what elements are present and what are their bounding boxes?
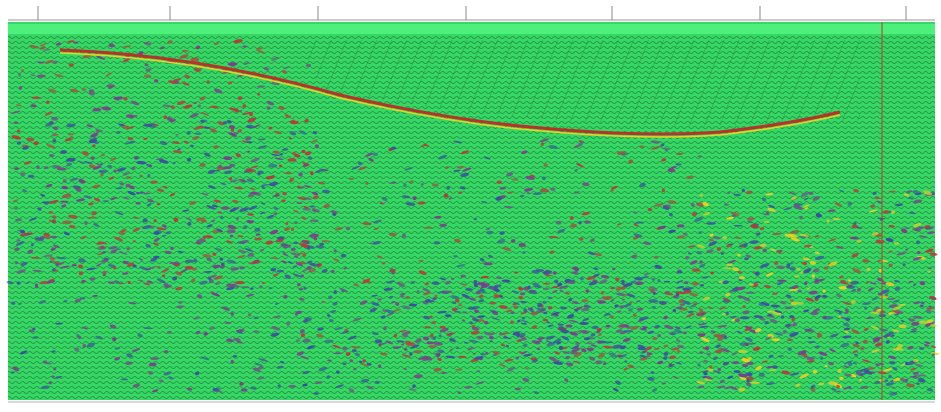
anomaly-speckle — [133, 240, 136, 242]
anomaly-speckle — [746, 292, 755, 294]
radargram-view — [0, 0, 941, 412]
anomaly-speckle — [543, 312, 547, 314]
anomaly-speckle — [150, 357, 159, 360]
anomaly-speckle — [67, 158, 75, 162]
anomaly-speckle — [68, 133, 75, 135]
anomaly-speckle — [169, 262, 178, 264]
anomaly-speckle — [804, 356, 810, 358]
anomaly-speckle — [268, 164, 277, 168]
anomaly-speckle — [50, 236, 58, 238]
anomaly-speckle — [464, 342, 468, 344]
anomaly-speckle — [676, 164, 682, 166]
anomaly-speckle — [455, 369, 462, 371]
anomaly-speckle — [130, 141, 136, 144]
anomaly-speckle — [535, 269, 544, 272]
anomaly-speckle — [550, 188, 555, 191]
anomaly-speckle — [558, 324, 565, 326]
anomaly-speckle — [790, 299, 795, 301]
radargram — [0, 0, 941, 412]
anomaly-speckle — [808, 341, 816, 343]
anomaly-speckle — [218, 165, 222, 168]
anomaly-speckle — [846, 285, 855, 289]
surface-band — [8, 24, 935, 34]
anomaly-speckle — [375, 339, 382, 343]
anomaly-speckle — [411, 281, 415, 284]
anomaly-speckle — [72, 264, 77, 266]
anomaly-speckle — [904, 227, 909, 229]
anomaly-speckle — [750, 382, 760, 384]
anomaly-speckle — [839, 377, 843, 380]
anomaly-speckle — [664, 281, 670, 283]
anomaly-speckle — [310, 264, 320, 266]
anomaly-speckle — [677, 271, 683, 274]
anomaly-speckle — [291, 228, 294, 232]
anomaly-speckle — [754, 282, 761, 284]
anomaly-speckle — [293, 242, 298, 244]
anomaly-speckle — [310, 205, 315, 207]
anomaly-speckle — [839, 286, 848, 289]
anomaly-speckle — [721, 252, 724, 255]
